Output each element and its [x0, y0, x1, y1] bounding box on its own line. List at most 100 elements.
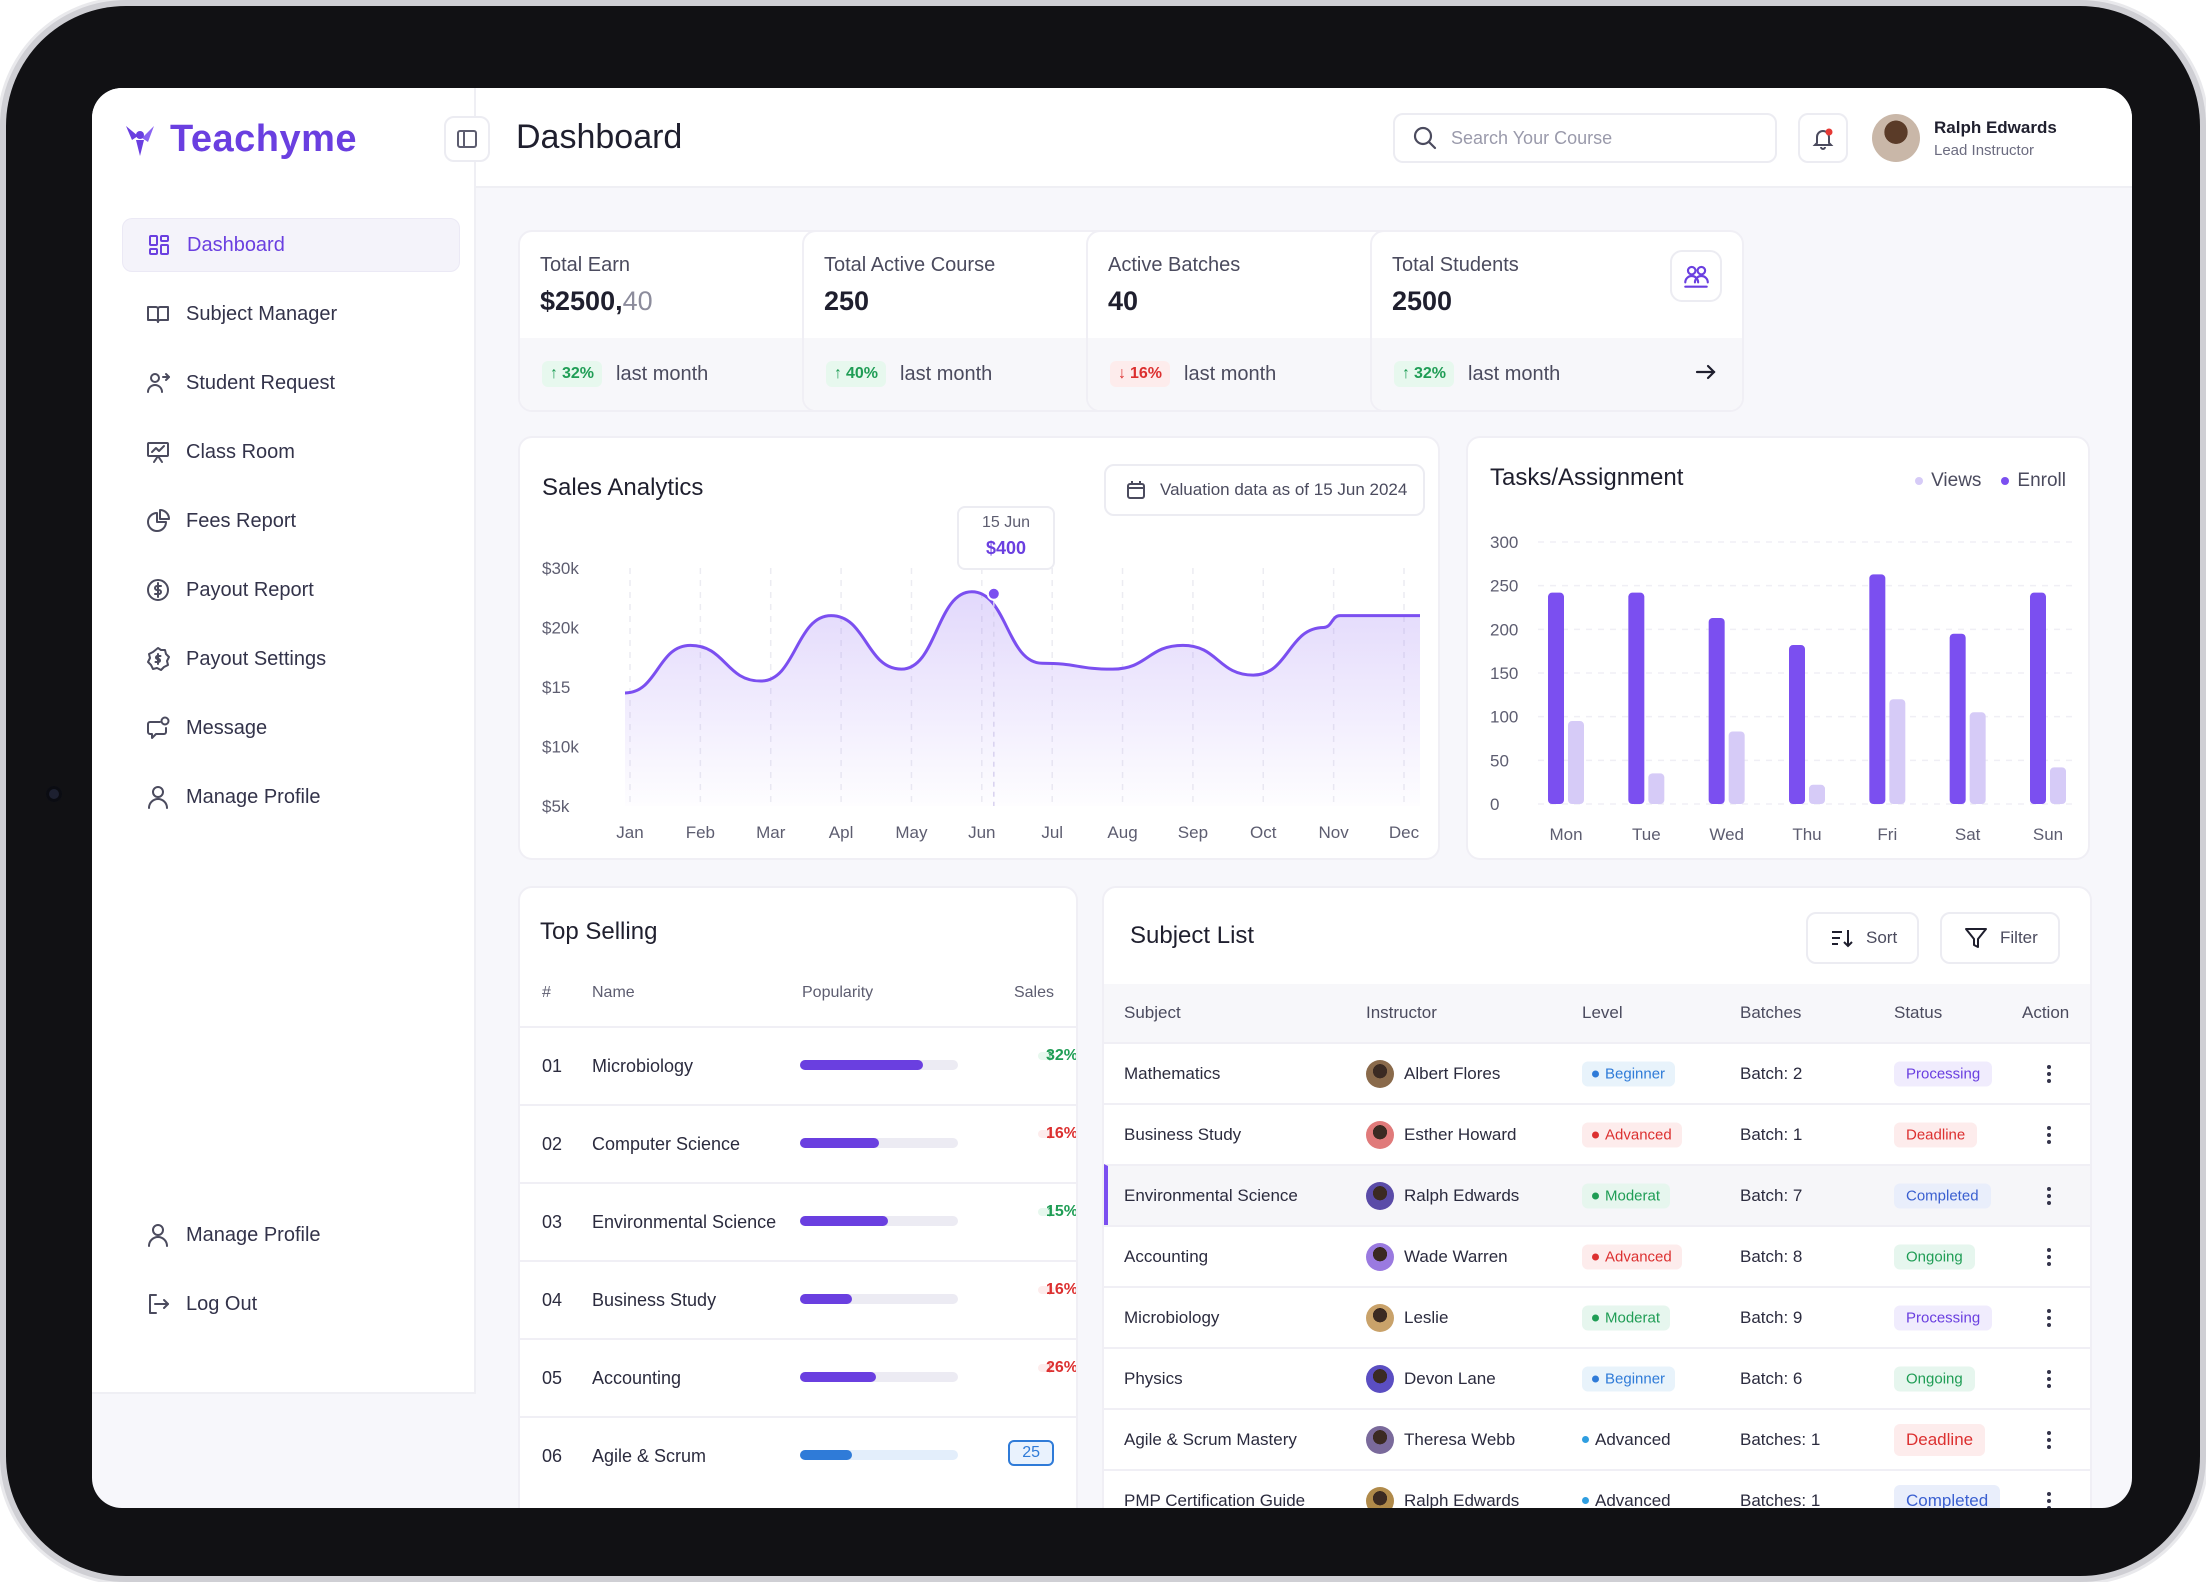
sidebar-item-log-out[interactable]: Log Out — [122, 1277, 460, 1331]
table-row[interactable]: 04 Business Study ↓ 16% — [520, 1260, 1076, 1338]
table-row[interactable]: Mathematics Albert Flores Beginner Batch: 2… — [1104, 1042, 2090, 1103]
more-options-icon[interactable] — [2046, 1491, 2052, 1508]
sidebar-toggle-button[interactable] — [444, 116, 490, 162]
avatar — [1366, 1181, 1394, 1210]
y-tick-label: 300 — [1490, 533, 1518, 552]
table-row[interactable]: Microbiology Leslie Moderat Batch: 9 Process… — [1104, 1286, 2090, 1347]
row-number: 02 — [542, 1134, 563, 1154]
y-tick-label: 100 — [1490, 708, 1518, 727]
x-tick-label: Fri — [1877, 825, 1897, 844]
stat-label: Active Batches — [1108, 254, 1241, 276]
more-options-icon[interactable] — [2046, 1186, 2052, 1205]
status-badge: Ongoing — [1894, 1244, 1975, 1269]
x-tick-label: Jun — [968, 823, 995, 842]
popularity-fill — [800, 1450, 853, 1460]
table-row[interactable]: PMP Certification Guide Ralph Edwards Adva… — [1104, 1469, 2090, 1508]
more-options-icon[interactable] — [2046, 1125, 2052, 1144]
batches: Batch: 7 — [1740, 1185, 1803, 1205]
batches: Batches: 1 — [1740, 1490, 1821, 1509]
sort-label: Sort — [1866, 928, 1898, 947]
table-row[interactable]: 02 Computer Science ↓ 16% — [520, 1104, 1076, 1182]
filter-button[interactable]: Filter — [1940, 912, 2060, 964]
table-row[interactable]: Environmental Science Ralph Edwards Modera… — [1104, 1164, 2090, 1225]
table-row[interactable]: 01 Microbiology ↑ 32% — [520, 1026, 1076, 1104]
search-input[interactable]: Search Your Course — [1393, 113, 1777, 163]
y-tick-label: 150 — [1490, 664, 1518, 683]
more-options-icon[interactable] — [2046, 1247, 2052, 1266]
table-row[interactable]: Business Study Esther Howard Advanced Batch… — [1104, 1103, 2090, 1164]
more-options-icon[interactable] — [2046, 1308, 2052, 1327]
more-options-icon[interactable] — [2046, 1064, 2052, 1083]
valuation-date-button[interactable]: Valuation data as of 15 Jun 2024 — [1104, 464, 1426, 516]
status-badge: Completed — [1894, 1484, 2001, 1508]
table-row[interactable]: Physics Devon Lane Beginner Batch: 6 Ongoing — [1104, 1347, 2090, 1408]
stat-value: $2500,40 — [540, 286, 653, 316]
x-tick-label: Mon — [1549, 825, 1582, 844]
sidebar-item-fees-report[interactable]: Fees Report — [122, 494, 460, 548]
status-badge: Processing — [1894, 1305, 1993, 1330]
popularity-fill — [800, 1138, 879, 1148]
table-row[interactable]: 03 Environmental Science ↑ 15% — [520, 1182, 1076, 1260]
status-badge: Completed — [1894, 1183, 1991, 1208]
instructor: Leslie — [1366, 1303, 1448, 1332]
sort-button[interactable]: Sort — [1806, 912, 1920, 964]
popularity-bar — [800, 1372, 958, 1382]
table-row[interactable]: Agile & Scrum Mastery Theresa Webb Advance… — [1104, 1408, 2090, 1469]
sidebar-item-manage-profile[interactable]: Manage Profile — [122, 1208, 460, 1262]
bar-views — [1969, 712, 1986, 804]
bar-views — [1728, 731, 1745, 804]
subject-name: PMP Certification Guide — [1124, 1490, 1306, 1509]
x-tick-label: May — [895, 823, 928, 842]
subject-table-header: Subject Instructor Level Batches Status … — [1104, 984, 2090, 1042]
arrow-right-icon[interactable] — [1692, 358, 1720, 391]
sidebar-item-subject-manager[interactable]: Subject Manager — [122, 287, 460, 341]
x-tick-label: Sep — [1178, 823, 1208, 842]
level-badge: Advanced — [1582, 1244, 1682, 1269]
table-row[interactable]: 05 Accounting ↓ 26% — [520, 1338, 1076, 1416]
bar-views — [2050, 767, 2066, 804]
sidebar-item-dashboard[interactable]: Dashboard — [122, 218, 460, 272]
brand-logo[interactable]: Teachyme — [122, 118, 357, 161]
sidebar-item-label: Fees Report — [186, 509, 297, 532]
avatar — [1366, 1425, 1394, 1454]
highlight-point — [986, 586, 1001, 601]
sidebar-item-message[interactable]: Message — [122, 701, 460, 755]
period-label: last month — [1468, 362, 1561, 385]
avatar — [1872, 114, 1920, 162]
more-options-icon[interactable] — [2046, 1369, 2052, 1388]
table-row[interactable]: Accounting Wade Warren Advanced Batch: 8 Ong… — [1104, 1225, 2090, 1286]
popularity-fill — [800, 1294, 853, 1304]
tasks-bar-chart: 300 250 200 150 100 50 0 Mon Tue Wed Thu Fri Sat Sun — [1490, 533, 2072, 844]
table-row[interactable]: 06 Agile & Scrum 25 — [520, 1416, 1076, 1494]
y-tick-label: 200 — [1490, 620, 1518, 639]
pie-chart-icon — [144, 507, 172, 535]
sidebar-item-label: Dashboard — [187, 233, 285, 256]
filter-label: Filter — [2000, 928, 2038, 947]
x-tick-label: Mar — [756, 823, 786, 842]
sidebar-item-payout-report[interactable]: Payout Report — [122, 563, 460, 617]
user-plus-icon — [144, 369, 172, 397]
page-title: Dashboard — [516, 118, 683, 156]
stat-label: Total Students — [1392, 254, 1519, 276]
user-role: Lead Instructor — [1934, 141, 2035, 159]
notification-button[interactable] — [1798, 113, 1848, 163]
sidebar-item-payout-settings[interactable]: Payout Settings — [122, 632, 460, 686]
sidebar-toggle-icon — [453, 125, 481, 153]
period-label: last month — [1184, 362, 1277, 385]
batches: Batch: 8 — [1740, 1246, 1803, 1266]
subject-name: Agile & Scrum Mastery — [1124, 1429, 1297, 1449]
brand-name: Teachyme — [170, 118, 358, 160]
book-icon — [144, 300, 172, 328]
sidebar-item-student-request[interactable]: Student Request — [122, 356, 460, 410]
top-selling-card: Top Selling # Name Popularity Sales 01 Mi… — [518, 886, 1078, 1508]
user-profile-menu[interactable]: Ralph Edwards Lead Instructor — [1872, 114, 2057, 162]
tablet-frame: Teachyme Dashboard Subject Manager Student… — [6, 6, 2200, 1576]
y-tick-label: $10k — [542, 738, 579, 757]
sidebar-item-class-room[interactable]: Class Room — [122, 425, 460, 479]
avatar — [1366, 1059, 1394, 1088]
avatar — [1366, 1120, 1394, 1149]
more-options-icon[interactable] — [2046, 1430, 2052, 1449]
instructor: Albert Flores — [1366, 1059, 1500, 1088]
row-name: Business Study — [592, 1290, 717, 1310]
sidebar-item-manage-profile[interactable]: Manage Profile — [122, 770, 460, 824]
